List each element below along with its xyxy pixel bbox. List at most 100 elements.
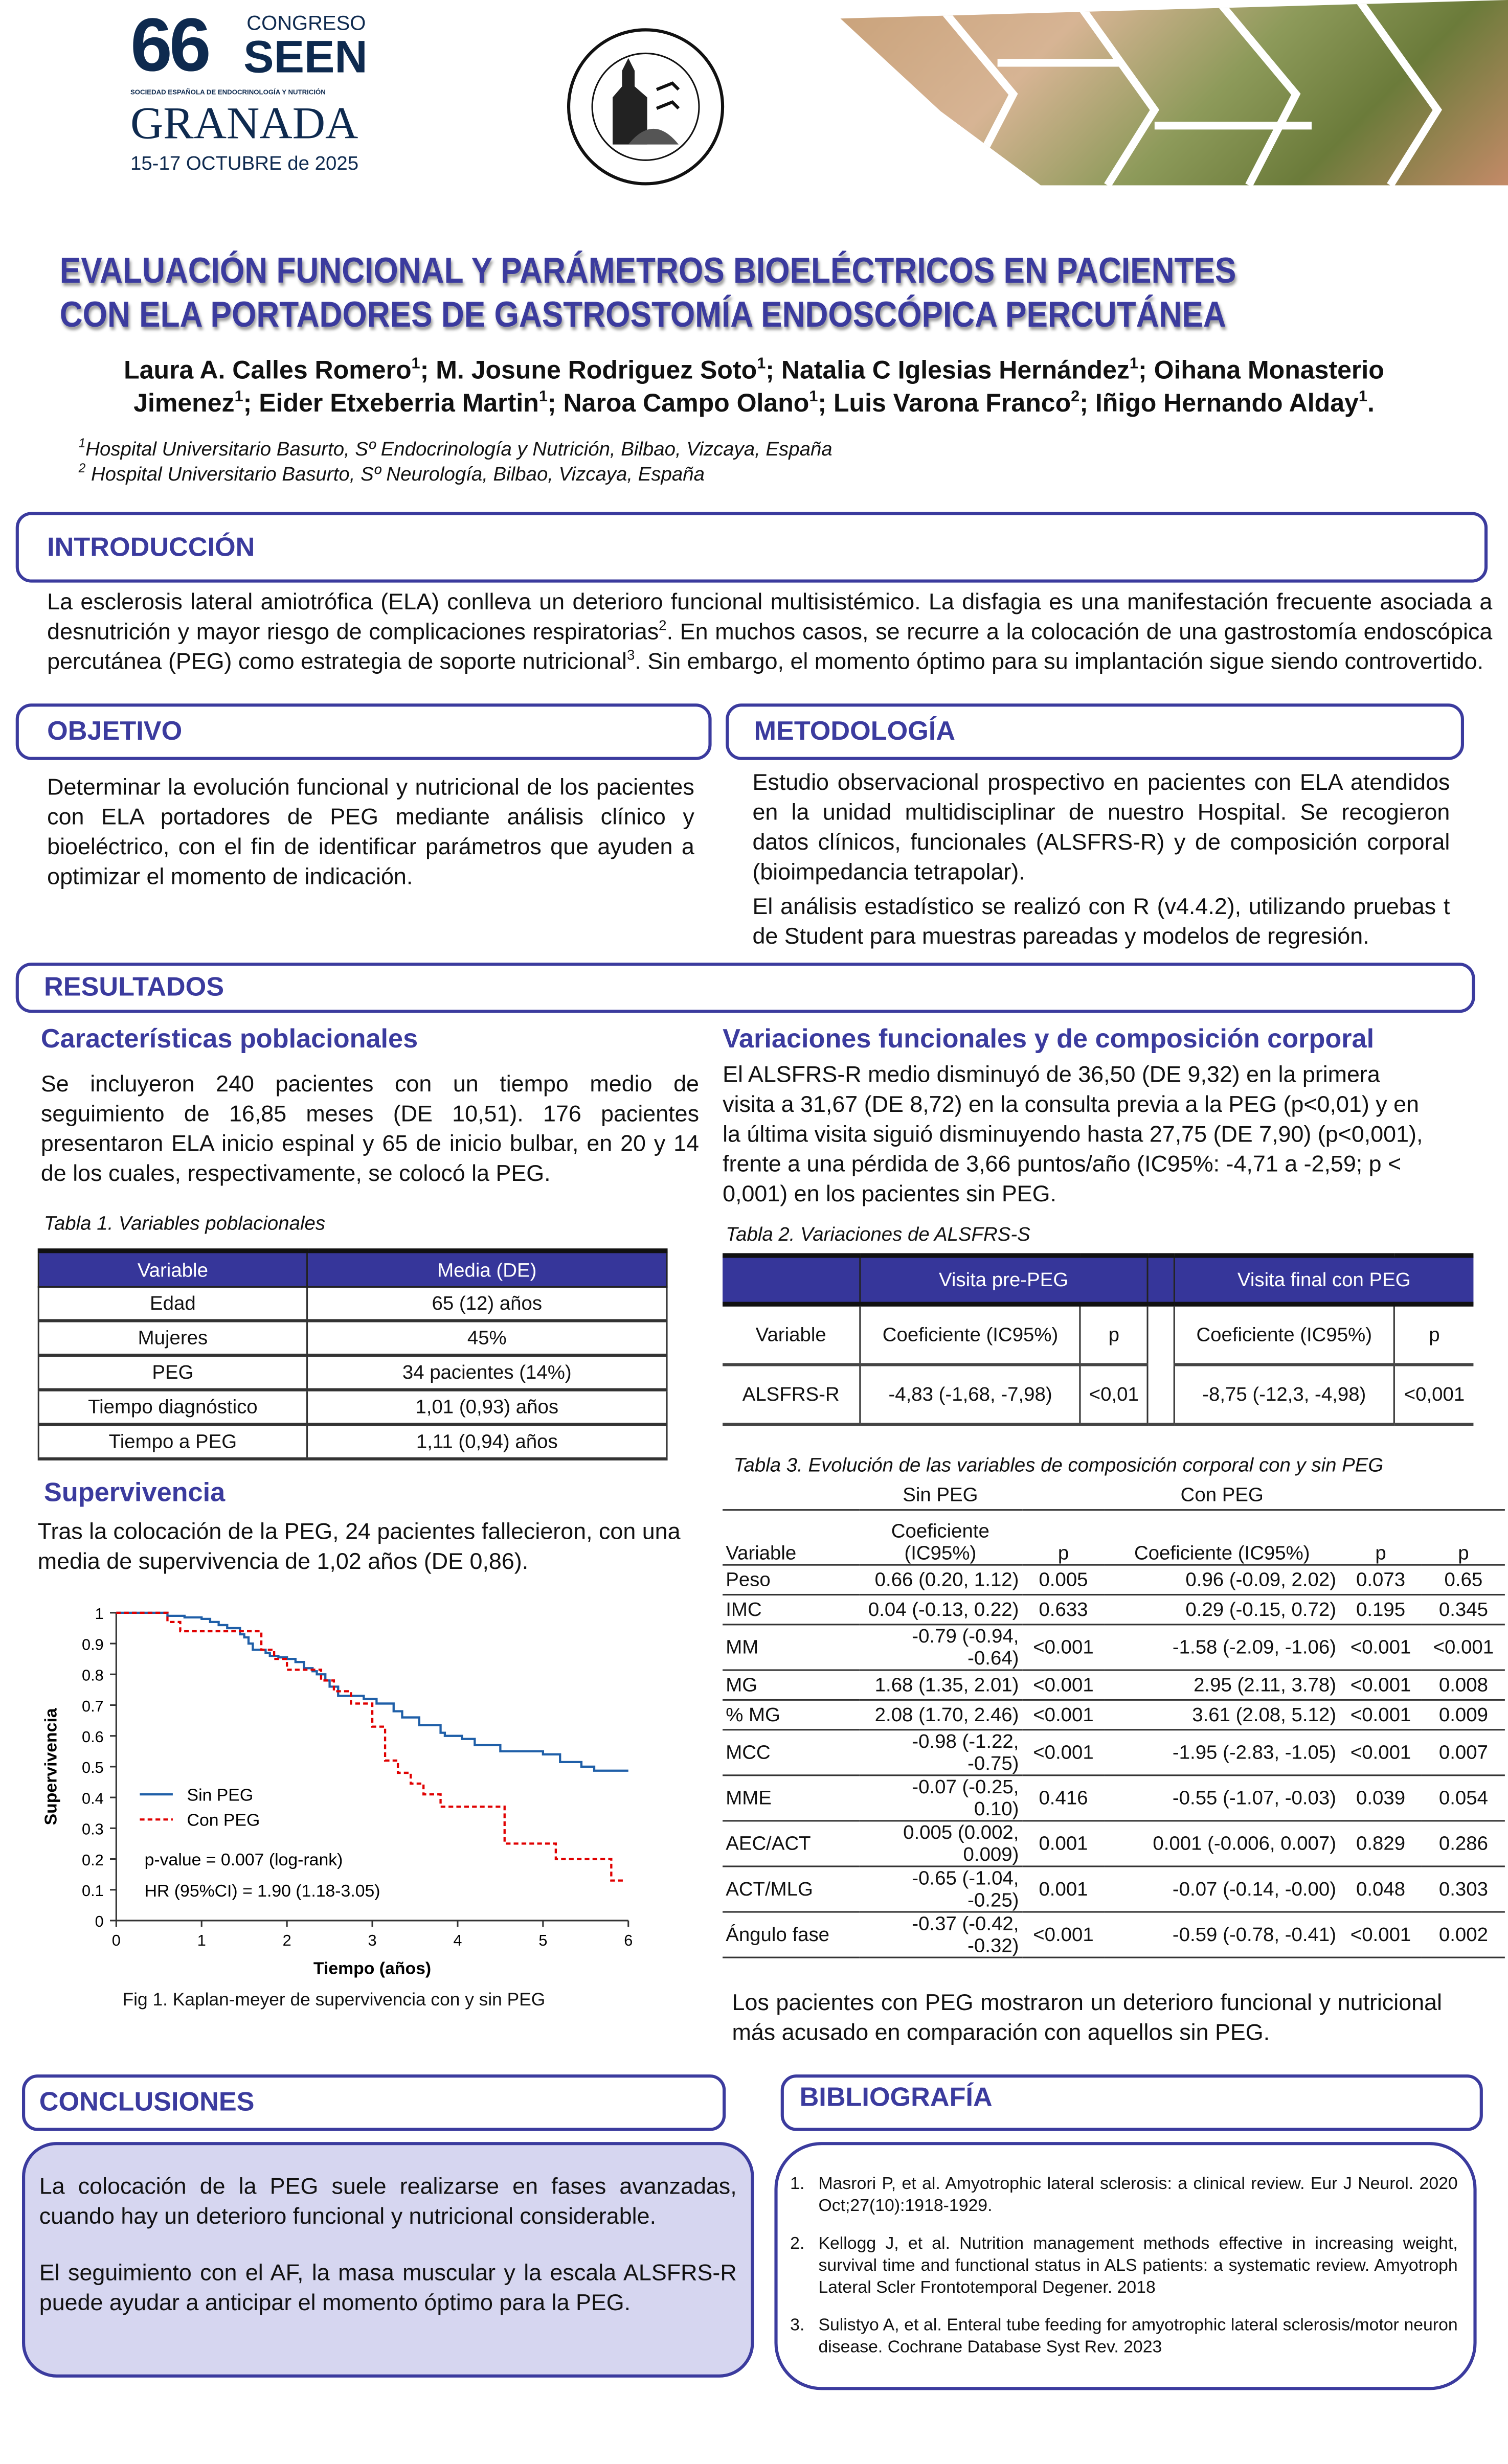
affiliation-sup: 2 [78,461,86,476]
tabla3-cell: MME [723,1775,859,1822]
tabla2-group-2: Visita final con PEG [1174,1253,1474,1307]
tabla3-cell: -0.79 (-0.94, -0.64) [859,1624,1022,1671]
table-row: Tiempo a PEG 1,11 (0,94) años [37,1424,668,1461]
x-axis-label: Tiempo (años) [313,1958,431,1978]
tabla3-cell: MM [723,1624,859,1671]
affiliations: 1Hospital Universitario Basurto, Sº Endo… [79,437,1508,487]
congress-org: SEEN [243,33,368,83]
tabla3-cell: 0.001 [1022,1866,1105,1913]
table-row: MCC -0.98 (-1.22, -0.75) <0.001 -1.95 (-2.8… [723,1729,1505,1776]
tabla1-cell: 45% [306,1320,668,1357]
tabla2-header: p [1394,1304,1474,1366]
poster-title: EVALUACIÓN FUNCIONAL Y PARÁMETROS BIOELÉ… [60,248,1334,336]
tabla1-cell: 65 (12) años [306,1287,668,1322]
tabla3-cell: -0.55 (-1.07, -0.03) [1105,1775,1340,1822]
objetivo-section: OBJETIVO Determinar la evolución funcion… [15,703,712,894]
resultados-row: Características poblacionales Se incluye… [0,1022,1508,2049]
tabla2-caption: Tabla 2. Variaciones de ALSFRS-S [726,1223,1030,1246]
tabla3-cell: <0.001 [1339,1912,1422,1958]
chart-annotation: HR (95%CI) = 1.90 (1.18-3.05) [145,1881,380,1901]
tabla3-cell: <0.001 [1339,1670,1422,1701]
km-curve-sin-peg [116,1611,628,1772]
reference-item: 2. Kellogg J, et al. Nutrition management… [790,2233,1458,2299]
tabla3-cell: Peso [723,1565,859,1596]
tabla3-cell: 0.29 (-0.15, 0.72) [1105,1594,1340,1626]
bibliografia-header-box: BIBLIOGRAFÍA [780,2074,1483,2131]
author-separator: ; [1138,356,1154,385]
y-tick-label: 0.7 [82,1697,104,1715]
tabla1-header: Variable [37,1248,308,1288]
authors: Laura A. Calles Romero1; M. Josune Rodri… [63,355,1445,421]
reference-item: 1. Masrori P, et al. Amyotrophic lateral … [790,2174,1458,2218]
tabla2-cell: <0,01 [1081,1364,1148,1426]
tabla3-cell: MCC [723,1729,859,1776]
intro-text-1: La esclerosis lateral amiotrófica (ELA) … [47,590,1493,646]
intro-heading: INTRODUCCIÓN [47,532,255,562]
x-tick-label: 3 [368,1931,377,1949]
congress-city: GRANADA [130,99,358,149]
kaplan-meier-chart: 0 1 2 3 4 5 6 0 0.1 0.2 0.3 0.4 0.5 0.6 0.7 0.8 0.9 1 Tiem… [41,1605,633,1978]
author-name: M. Josune Rodriguez Soto [436,356,757,385]
table-row: PEG 34 pacientes (14%) [37,1355,668,1391]
y-tick-label: 0.6 [82,1728,104,1746]
caracteristicas-heading: Características poblacionales [40,1023,418,1054]
author-separator: ; [766,356,781,385]
author-name: Natalia C Iglesias Hernández [781,356,1130,385]
legend-label: Sin PEG [187,1785,254,1805]
tabla3-cell: 0.303 [1422,1866,1505,1913]
table-row: AEC/ACT 0.005 (0.002, 0.009) 0.001 0.001 (-… [723,1820,1505,1867]
tabla3-header: p [1422,1510,1505,1566]
y-tick-label: 0.1 [82,1882,104,1900]
table-row: Mujeres 45% [37,1320,668,1357]
tabla1-cell: Mujeres [37,1320,308,1357]
tabla3-cell: Ángulo fase [723,1912,859,1958]
resultados-right-column: Variaciones funcionales y de composición… [723,1022,1505,2049]
tabla3-cell: <0.001 [1022,1670,1105,1701]
tabla3-cell: ACT/MLG [723,1866,859,1913]
tabla3-cell: AEC/ACT [723,1820,859,1867]
intro-text-3: . Sin embargo, el momento óptimo para su… [635,650,1484,675]
author-separator: ; [243,389,259,418]
ref-sup: 3 [627,647,635,663]
tabla3-cell: <0.001 [1022,1729,1105,1776]
tabla3-cell: 0.005 (0.002, 0.009) [859,1820,1022,1867]
author-separator: ; [547,389,564,418]
author-separator: ; [1079,389,1095,418]
tabla3-cell: 2.95 (2.11, 3.78) [1105,1670,1340,1701]
table-row: % MG 2.08 (1.70, 2.46) <0.001 3.61 (2.08, 5… [723,1700,1505,1731]
tabla3-group-2: Con PEG [1105,1480,1340,1511]
congress-word: CONGRESO [246,11,366,35]
metodologia-text-2: El análisis estadístico se realizó con R… [752,895,1450,950]
author-affiliation-sup: 1 [757,356,766,373]
bibliografia-heading: BIBLIOGRAFÍA [799,2082,993,2112]
tabla3-header: Coeficiente (IC95%) [1105,1510,1340,1566]
table-row: Peso 0.66 (0.20, 1.12) 0.005 0.96 (-0.09, 2… [723,1565,1505,1596]
x-tick-label: 1 [197,1931,206,1949]
tabla1-cell: Edad [37,1287,308,1322]
tabla3-cell: -0.07 (-0.25, 0.10) [859,1775,1022,1822]
tabla2-cell: <0,001 [1394,1364,1474,1426]
author-affiliation-sup: 1 [411,356,420,373]
x-tick-label: 4 [453,1931,462,1949]
conclusiones-section: CONCLUSIONES La colocación de la PEG sue… [22,2074,754,2378]
title-line-2: CON ELA PORTADORES DE GASTROSTOMÍA ENDOS… [59,293,1226,335]
reference-text: Kellogg J, et al. Nutrition management m… [818,2234,1458,2298]
tabla3-cell: <0.001 [1022,1700,1105,1731]
author-affiliation-sup: 2 [1071,389,1080,406]
tabla3-cell: 0.96 (-0.09, 2.02) [1105,1565,1340,1596]
y-tick-label: 1 [95,1605,104,1623]
affiliation-text: Hospital Universitario Basurto, Sº Endoc… [85,438,832,461]
author-separator: ; [818,389,834,418]
intro-text-2: . En muchos casos, se recurre a la coloc… [47,620,1493,675]
figure-caption: Fig 1. Kaplan-meyer de supervivencia con… [122,1991,546,2011]
x-tick-label: 6 [624,1931,633,1949]
table-row: Ángulo fase -0.37 (-0.42, -0.32) <0.001 -0.… [723,1912,1505,1958]
reference-number: 3. [790,2316,805,2335]
tabla3-cell: <0.001 [1422,1624,1505,1671]
tabla2-cell: -4,83 (-1,68, -7,98) [860,1364,1082,1426]
ref-sup: 2 [659,617,667,633]
table-row: IMC 0.04 (-0.13, 0.22) 0.633 0.29 (-0.15, 0… [723,1594,1505,1626]
tabla3-cell: 0.04 (-0.13, 0.22) [859,1594,1022,1626]
title-line-1: EVALUACIÓN FUNCIONAL Y PARÁMETROS BIOELÉ… [59,249,1236,291]
y-tick-label: 0.2 [82,1851,104,1869]
